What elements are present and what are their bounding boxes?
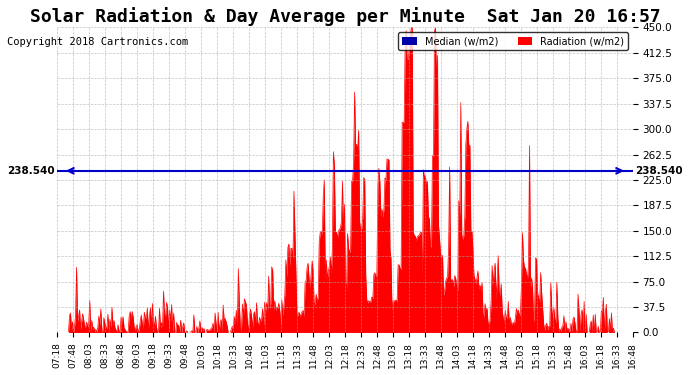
Text: 238.540: 238.540	[635, 166, 683, 176]
Title: Solar Radiation & Day Average per Minute  Sat Jan 20 16:57: Solar Radiation & Day Average per Minute…	[30, 7, 660, 26]
Text: 238.540: 238.540	[7, 166, 55, 176]
Text: Copyright 2018 Cartronics.com: Copyright 2018 Cartronics.com	[7, 37, 188, 47]
Legend: Median (w/m2), Radiation (w/m2): Median (w/m2), Radiation (w/m2)	[398, 32, 628, 50]
